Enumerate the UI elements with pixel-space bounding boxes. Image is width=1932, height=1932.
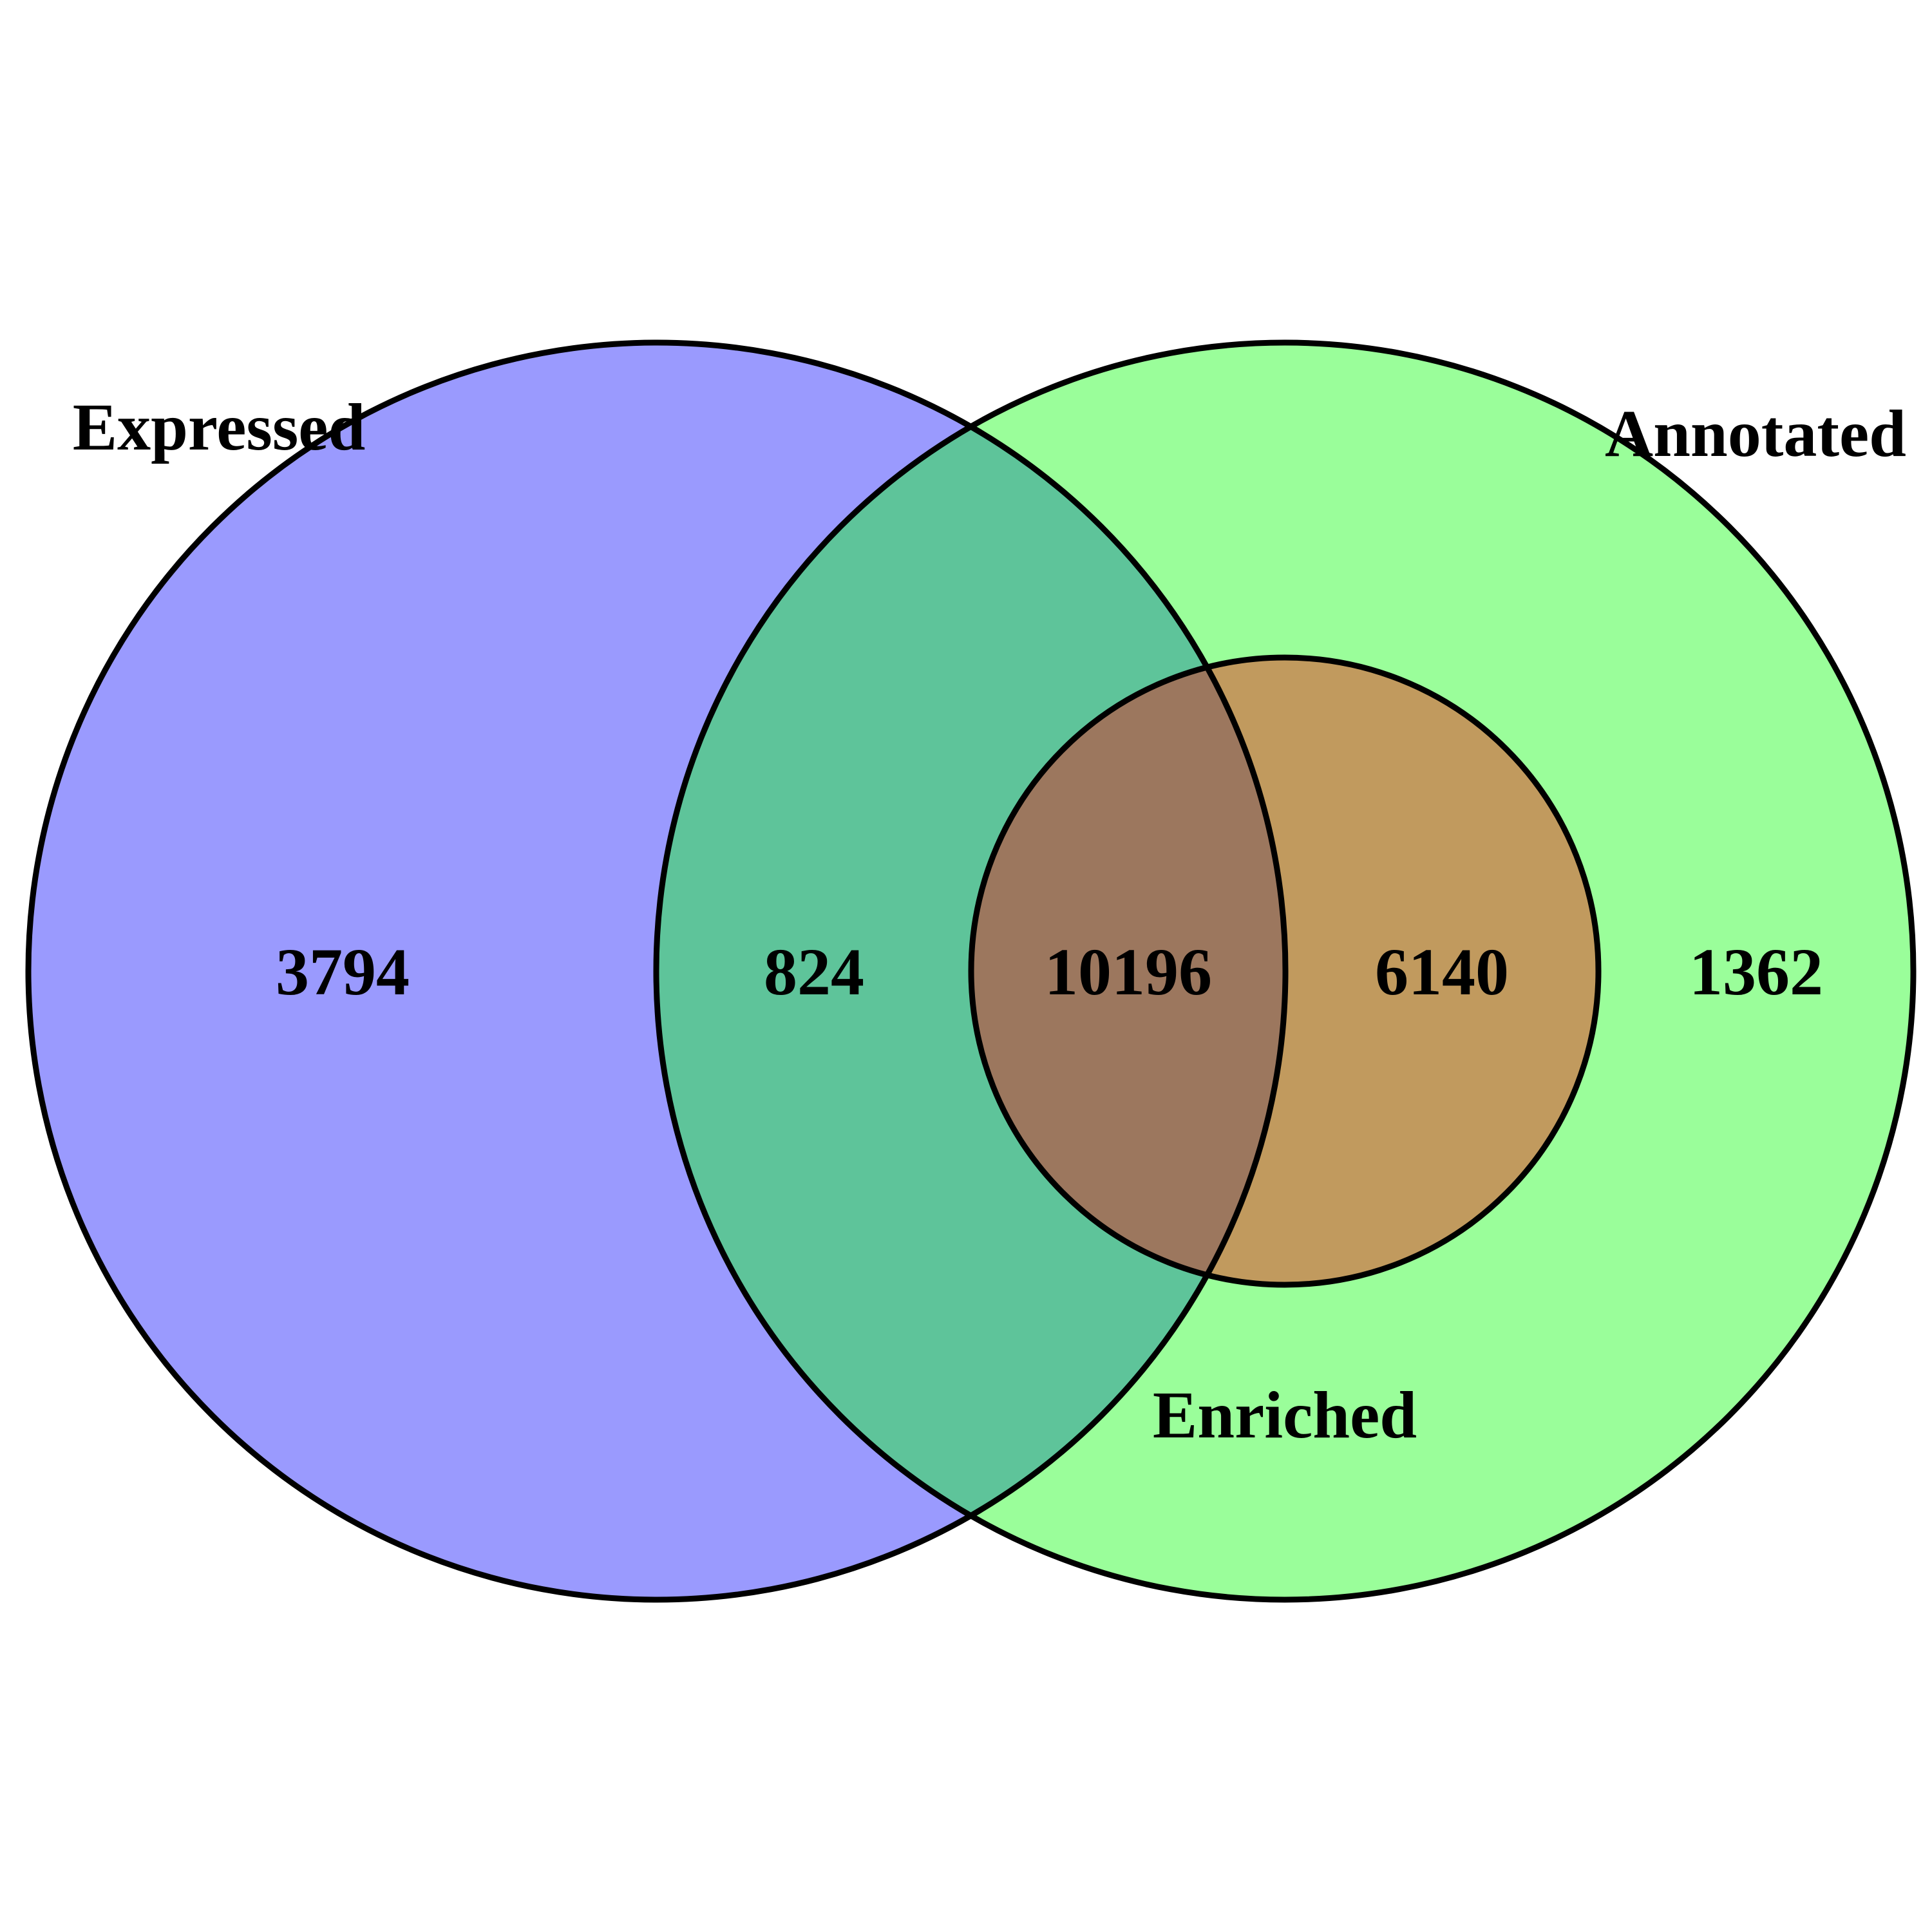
region-count-annotated-enriched: 6140	[1375, 935, 1509, 1009]
region-count-expressed-only: 3794	[276, 935, 410, 1009]
region-count-expressed-annotated: 824	[764, 935, 864, 1009]
enriched-circle-outline	[968, 654, 1602, 1288]
annotated-set-label: Annotated	[1605, 397, 1906, 471]
enriched-set-label: Enriched	[1153, 1378, 1417, 1452]
region-count-annotated-only: 1362	[1689, 935, 1823, 1009]
expressed-circle-outline	[25, 339, 1289, 1603]
expressed-set-label: Expressed	[73, 390, 366, 464]
annotated-circle-outline	[653, 339, 1917, 1603]
region-count-all-three: 10196	[1045, 935, 1212, 1009]
